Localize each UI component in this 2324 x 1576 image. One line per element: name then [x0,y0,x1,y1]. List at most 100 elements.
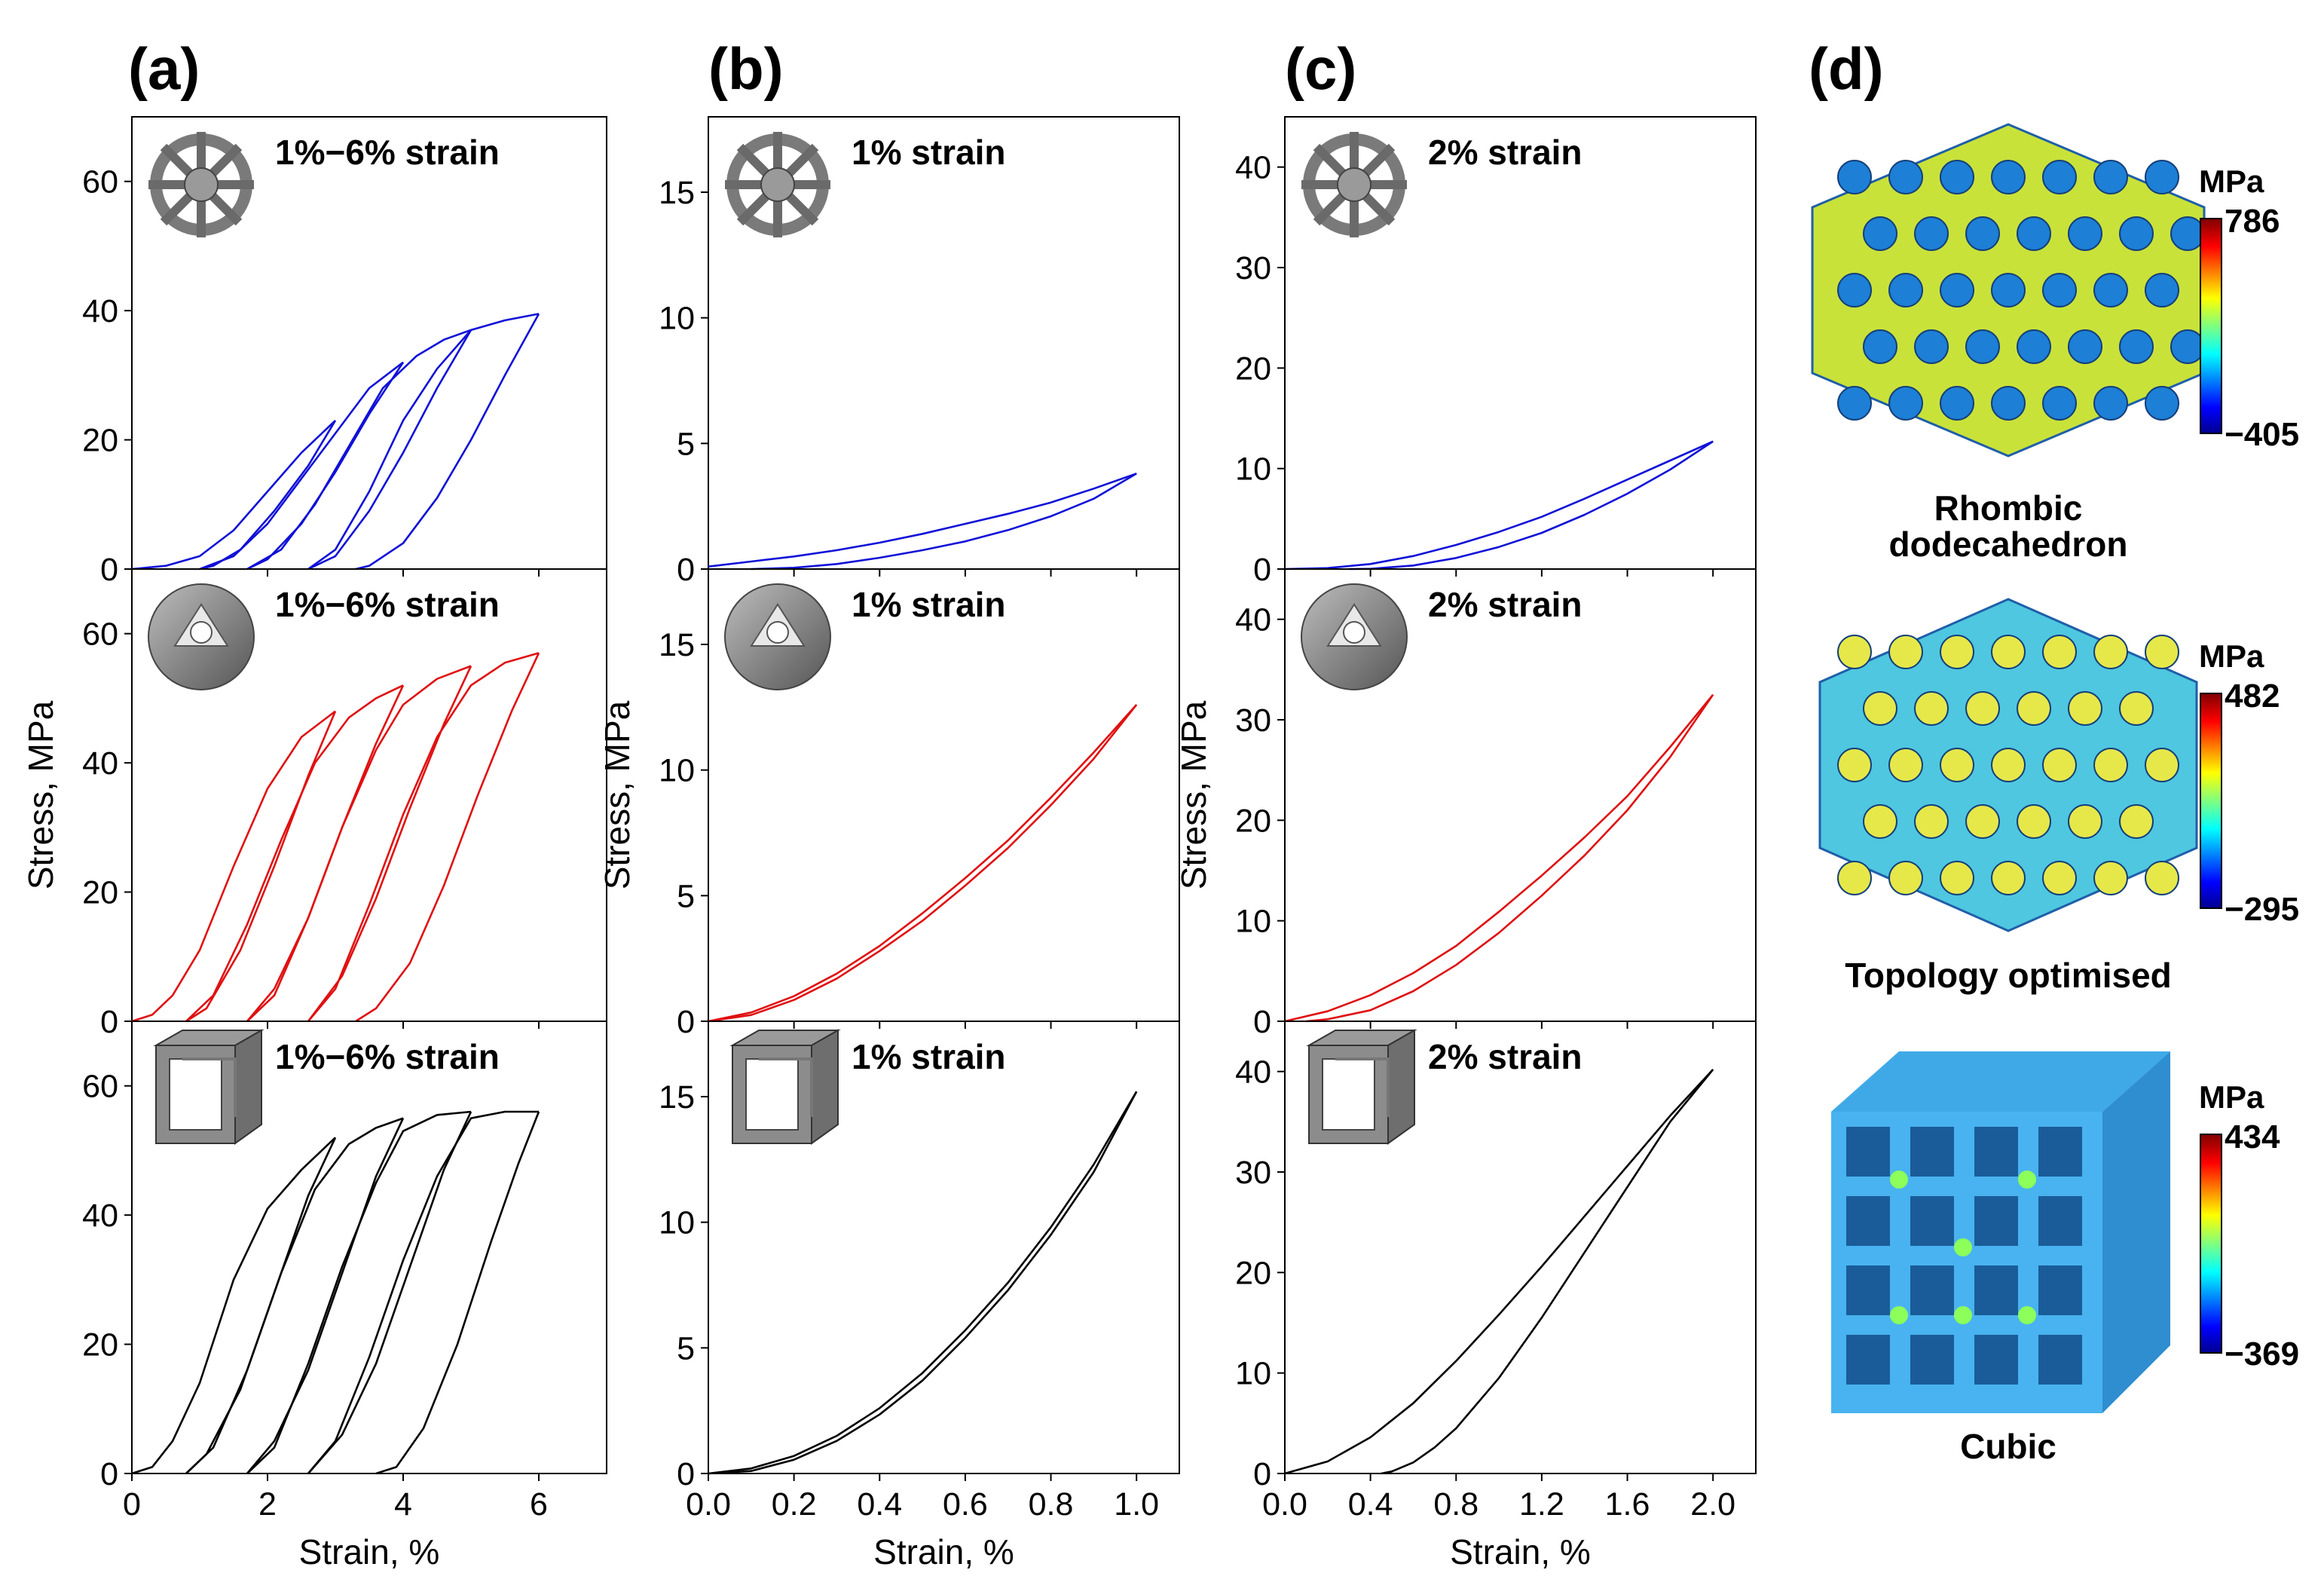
panel-label-d: (d) [1809,35,1884,102]
y-tick-label: 20 [1235,803,1271,839]
panel-label-c: (c) [1285,35,1356,102]
lattice-node [1914,216,1949,251]
cycle-3-unload-curve [307,329,472,571]
caption-line1: Cubic [1960,1427,2056,1466]
lattice-node [2068,216,2102,251]
cube-icon-side [234,1029,262,1145]
lattice-node [2145,273,2179,308]
lattice-node [2017,804,2051,839]
panel-label-a: (a) [128,35,200,102]
x-tick-label: 0.8 [1433,1486,1478,1522]
x-tick-label: 2.0 [1690,1486,1735,1522]
cube-icon-side [811,1029,839,1145]
cycle-1-load-curve [131,1137,336,1475]
lattice-node [1991,386,2026,421]
cube-cell [2038,1127,2082,1177]
lattice-node [1837,386,1872,421]
lattice-node [1837,635,1872,669]
strain-annotation: 1%−6% strain [275,1037,500,1076]
lattice-node [2145,635,2179,669]
chart-c-row2: 0 10 20 30 40 Stress, MPa 2% strain [1174,568,1757,1040]
stress-hotspot [1954,1238,1972,1256]
series-1 [708,704,1138,1023]
colorbar-min: −295 [2225,891,2299,928]
cube-cell [1846,1335,1890,1385]
x-tick-label: 0.8 [1029,1486,1074,1522]
cube-cell [1974,1335,2018,1385]
lattice-node [2093,160,2128,194]
y-tick-label: 10 [1235,1356,1271,1392]
colorbar [2200,693,2222,909]
y-tick-label: 20 [1235,1255,1271,1291]
chart-a-row1: 0 20 40 60 1%−6% strain [82,116,607,588]
x-tick-label: 0 [123,1486,141,1522]
lattice-node [1863,691,1897,726]
lattice-node [2068,804,2102,839]
lattice-node [1863,804,1897,839]
lattice-node [1837,748,1872,782]
cycle-1-unload-curve [708,1091,1138,1475]
lattice-node [1888,748,1923,782]
y-tick-label: 60 [82,1069,118,1105]
lattice-node [1888,635,1923,669]
cycle-3-load-curve [246,329,472,571]
cube-cell [1910,1196,1954,1246]
colorbar-unit: MPa [2199,638,2264,674]
caption-line1: Topology optimised [1845,956,2172,995]
lattice-node [1863,329,1897,364]
cycle-1-load-curve [708,704,1138,1023]
lattice-node [1888,861,1923,895]
lattice-node [2119,691,2154,726]
x-tick-label: 0.4 [857,1486,902,1522]
lattice-node [2119,804,2154,839]
series-1 [131,1110,540,1475]
x-axis-label: Strain, % [1450,1532,1591,1571]
cube-top [1831,1051,2170,1112]
topology-icon-hole [766,621,789,644]
y-tick-label: 30 [1235,250,1271,286]
lattice-node [2119,329,2154,364]
stress-hotspot [1954,1306,1972,1324]
series-1 [1284,693,1714,1023]
cycle-4-unload-curve [375,1111,540,1475]
plot-frame [1284,1021,1757,1474]
colorbar-max: 482 [2225,678,2280,715]
cycle-4-unload-curve [355,652,540,1023]
lattice-node [2042,386,2077,421]
lattice-node [2042,635,2077,669]
colorbar [2200,218,2222,434]
cycle-1-unload-curve [1381,1069,1714,1475]
x-axis-label: Strain, % [299,1532,440,1571]
strain-annotation: 1% strain [852,585,1006,624]
cycle-1-load-curve [1284,1069,1714,1475]
lattice-node [1888,160,1923,194]
lattice-node [2145,160,2179,194]
y-tick-label: 30 [1235,1155,1271,1191]
y-tick-label: 20 [82,423,118,459]
topology-lattice-icon [1301,583,1408,690]
lattice-node [1991,160,2026,194]
y-axis-label: Stress, MPa [1174,700,1213,889]
chart-b-row3: 0 5 10 15 0.0 0.2 0.4 0.6 0.8 1.0 Strain, % 1% stra… [659,1021,1180,1571]
cube-icon-hole [745,1058,799,1131]
cube-cell [2038,1196,2082,1246]
y-tick-label: 10 [1235,904,1271,940]
cycle-1-unload-curve [185,711,337,1023]
y-tick-label: 30 [1235,702,1271,739]
stress-hotspot [2018,1306,2036,1324]
lattice-node [2093,273,2128,308]
cycle-1-load-curve [1284,440,1714,571]
chart-b-row1: 0 5 10 15 1% strain [659,116,1180,588]
cycle-4-load-curve [307,1110,539,1474]
cycle-4-unload-curve [355,313,540,571]
x-tick-label: 1.2 [1519,1486,1564,1522]
y-tick-label: 0 [1253,1456,1271,1492]
x-tick-label: 2 [258,1486,277,1522]
x-tick-label: 0.0 [1262,1486,1307,1522]
rhombic-icon-node [1337,167,1371,202]
y-tick-label: 0 [677,552,695,588]
y-tick-label: 10 [659,1205,695,1241]
